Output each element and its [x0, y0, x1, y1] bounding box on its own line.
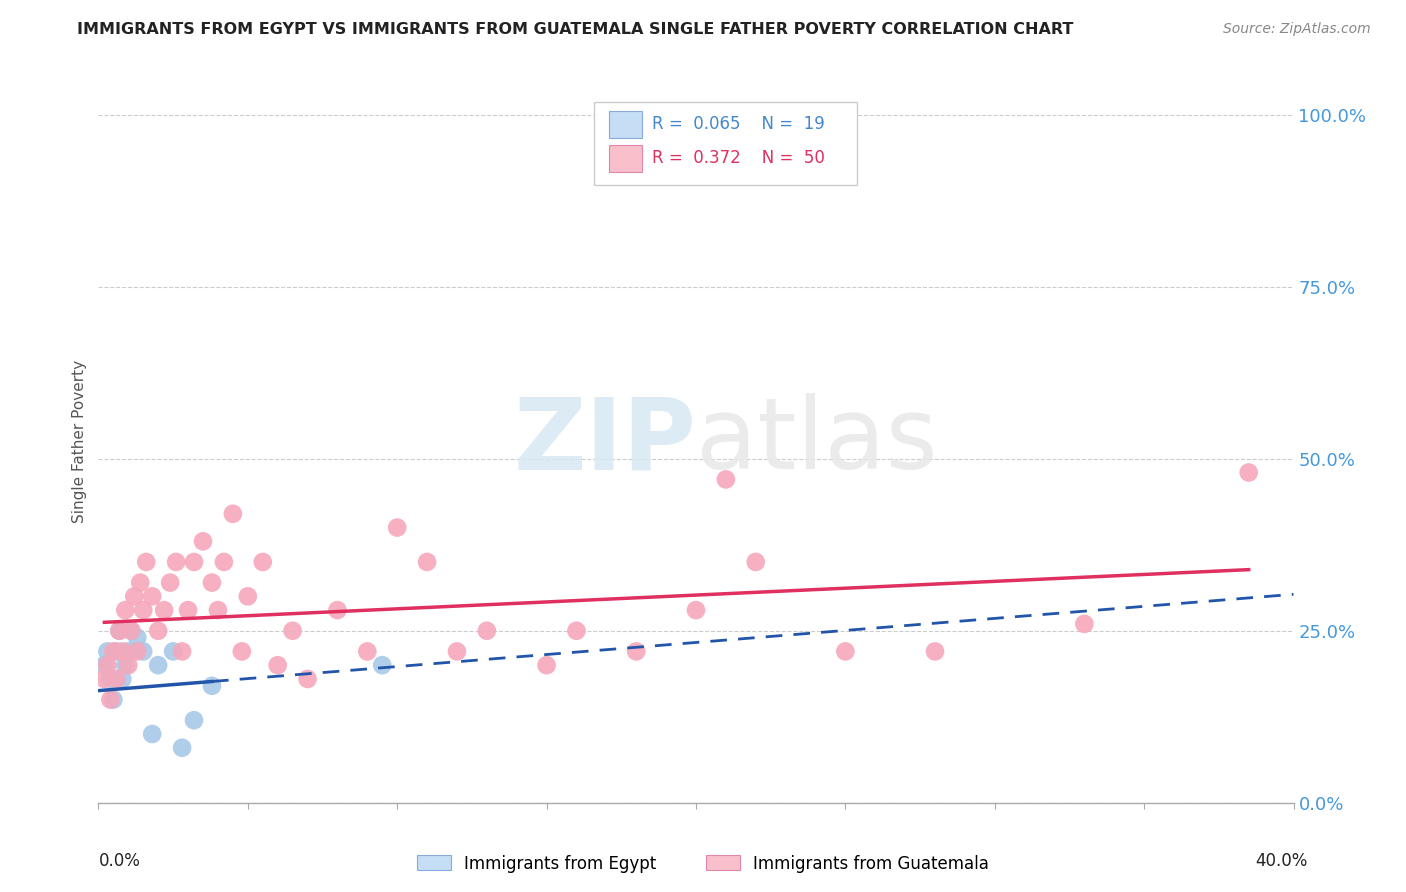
Point: [626, 644, 648, 658]
Point: [141, 590, 163, 604]
Point: [105, 672, 128, 686]
Point: [108, 624, 131, 638]
Point: [201, 679, 224, 693]
Text: ZIP: ZIP: [513, 393, 696, 490]
Point: [191, 534, 214, 549]
Point: [172, 740, 194, 755]
Point: [103, 692, 125, 706]
Point: [135, 555, 157, 569]
Point: [114, 603, 136, 617]
Point: [141, 727, 163, 741]
Point: [162, 644, 184, 658]
Point: [120, 624, 142, 638]
Text: 40.0%: 40.0%: [1256, 852, 1308, 870]
Point: [159, 575, 181, 590]
Point: [183, 713, 205, 727]
Point: [98, 672, 122, 686]
Point: [148, 624, 170, 638]
Point: [98, 692, 122, 706]
Point: [385, 520, 409, 534]
Point: [172, 644, 194, 658]
Point: [111, 644, 134, 658]
Point: [267, 658, 290, 673]
Point: [252, 555, 274, 569]
Text: atlas: atlas: [696, 393, 938, 490]
Point: [236, 590, 259, 604]
Point: [108, 624, 131, 638]
Point: [326, 603, 349, 617]
Point: [120, 624, 142, 638]
Point: [117, 658, 139, 673]
Point: [93, 672, 115, 686]
Point: [1237, 466, 1260, 480]
Point: [153, 603, 176, 617]
Point: [201, 575, 224, 590]
Point: [536, 658, 558, 673]
Point: [117, 644, 139, 658]
Point: [183, 555, 205, 569]
Point: [222, 507, 245, 521]
Point: [297, 672, 319, 686]
Point: [745, 555, 768, 569]
Y-axis label: Single Father Poverty: Single Father Poverty: [72, 360, 87, 523]
Point: [93, 658, 115, 673]
Point: [132, 644, 155, 658]
FancyBboxPatch shape: [595, 102, 858, 185]
Text: R =  0.372    N =  50: R = 0.372 N = 50: [652, 149, 825, 168]
Point: [96, 644, 118, 658]
Point: [834, 644, 856, 658]
Point: [685, 603, 707, 617]
Point: [105, 644, 128, 658]
Point: [127, 644, 149, 658]
Point: [371, 658, 394, 673]
Point: [124, 590, 146, 604]
Point: [96, 658, 118, 673]
Point: [416, 555, 439, 569]
Point: [231, 644, 253, 658]
Point: [207, 603, 229, 617]
Point: [127, 631, 149, 645]
FancyBboxPatch shape: [609, 111, 643, 138]
Point: [924, 644, 946, 658]
Point: [356, 644, 378, 658]
Point: [714, 472, 737, 486]
Point: [165, 555, 187, 569]
Point: [177, 603, 200, 617]
Point: [212, 555, 235, 569]
Legend: Immigrants from Egypt, Immigrants from Guatemala: Immigrants from Egypt, Immigrants from G…: [411, 848, 995, 880]
Text: IMMIGRANTS FROM EGYPT VS IMMIGRANTS FROM GUATEMALA SINGLE FATHER POVERTY CORRELA: IMMIGRANTS FROM EGYPT VS IMMIGRANTS FROM…: [77, 22, 1074, 37]
Text: Source: ZipAtlas.com: Source: ZipAtlas.com: [1223, 22, 1371, 37]
Point: [281, 624, 304, 638]
Point: [114, 658, 136, 673]
Point: [446, 644, 468, 658]
Point: [1073, 616, 1095, 631]
Point: [565, 624, 588, 638]
Text: R =  0.065    N =  19: R = 0.065 N = 19: [652, 115, 824, 133]
Point: [129, 575, 152, 590]
Text: 0.0%: 0.0%: [98, 852, 141, 870]
FancyBboxPatch shape: [609, 145, 643, 172]
Point: [475, 624, 498, 638]
Point: [111, 672, 134, 686]
Point: [132, 603, 155, 617]
Point: [148, 658, 170, 673]
Point: [103, 644, 125, 658]
